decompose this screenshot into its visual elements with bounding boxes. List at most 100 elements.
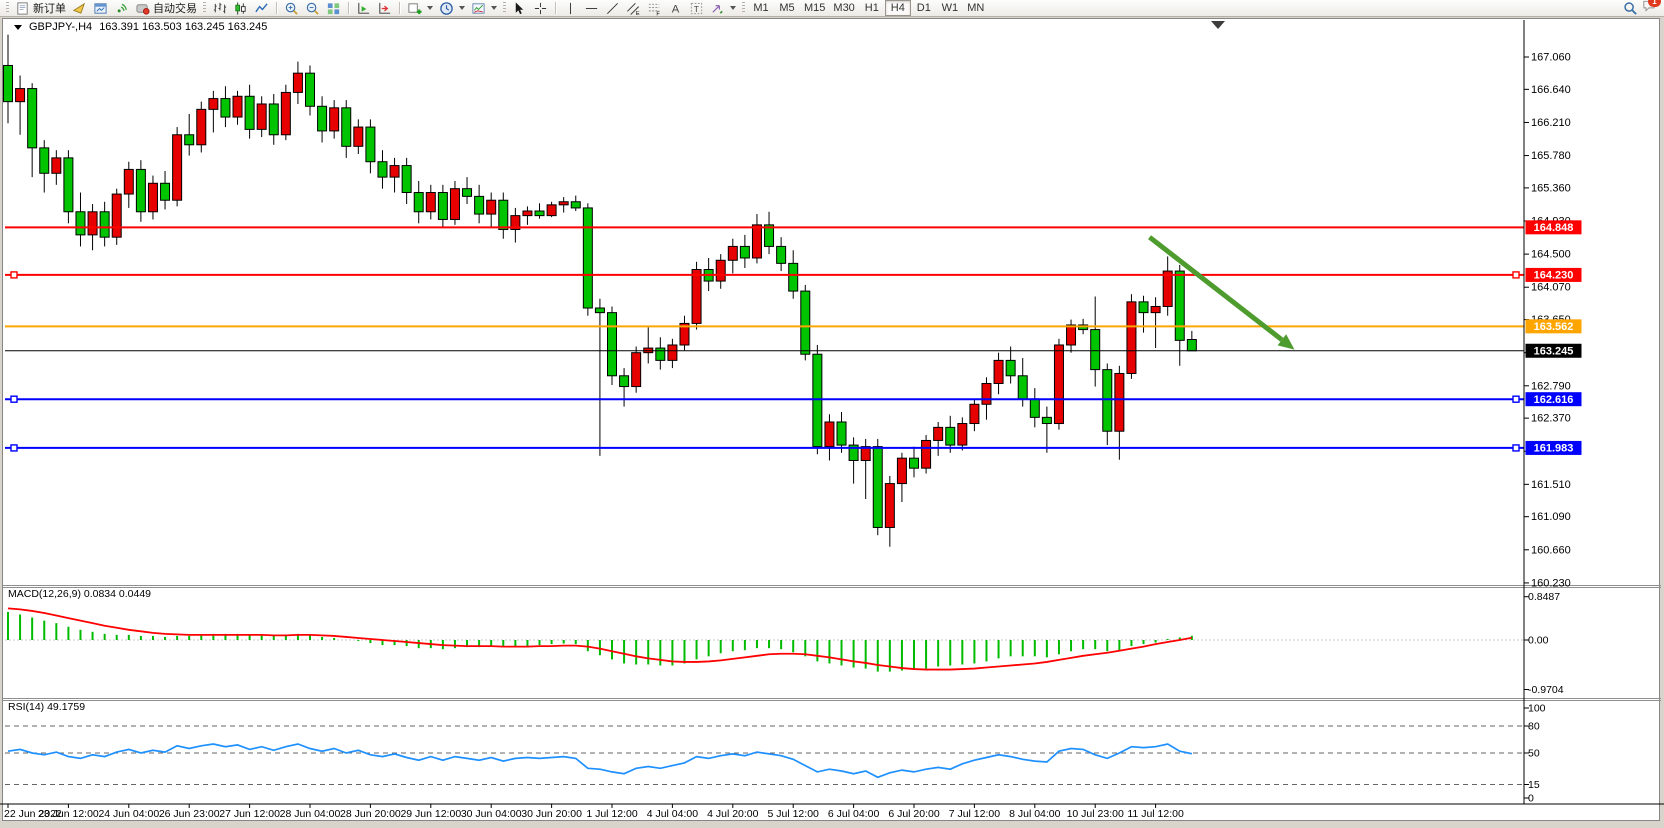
timeframe-M30[interactable]: M30 bbox=[829, 0, 858, 16]
search-button[interactable] bbox=[1620, 0, 1641, 16]
periods-button[interactable] bbox=[436, 0, 468, 16]
timeframe-toolbar: M1 M5 M15 M30 H1 H4 D1 W1 MN bbox=[748, 0, 989, 16]
navigator-icon bbox=[72, 2, 86, 14]
candle bbox=[256, 103, 267, 130]
candle bbox=[884, 483, 895, 528]
svg-text:15: 15 bbox=[1528, 779, 1540, 791]
timeframe-W1[interactable]: W1 bbox=[937, 0, 963, 16]
line-handle[interactable] bbox=[10, 271, 18, 279]
dropdown-caret-icon bbox=[491, 6, 497, 10]
svg-text:161.090: 161.090 bbox=[1531, 511, 1571, 523]
dropdown-caret-icon bbox=[459, 6, 465, 10]
cursor-button[interactable] bbox=[509, 0, 530, 16]
svg-text:28 Jun 04:00: 28 Jun 04:00 bbox=[280, 808, 341, 820]
fibonacci-icon: F bbox=[648, 3, 660, 16]
chart-shift-marker[interactable] bbox=[1211, 21, 1225, 29]
text-button[interactable]: A bbox=[665, 0, 686, 16]
line-handle[interactable] bbox=[1512, 395, 1520, 403]
horizontal-line-button[interactable] bbox=[581, 0, 602, 16]
price-axis-badge: 164.848 bbox=[1525, 220, 1582, 235]
svg-text:26 Jun 23:00: 26 Jun 23:00 bbox=[159, 808, 220, 820]
trendline-button[interactable] bbox=[602, 0, 623, 16]
candle bbox=[147, 182, 158, 213]
line-handle[interactable] bbox=[1512, 271, 1520, 279]
market-watch-button[interactable] bbox=[90, 0, 111, 16]
candle bbox=[63, 157, 74, 213]
line-handle[interactable] bbox=[1512, 444, 1520, 452]
candle bbox=[1162, 270, 1173, 307]
timeframe-H1[interactable]: H1 bbox=[859, 0, 885, 16]
candle bbox=[655, 347, 666, 361]
macd-indicator-label: MACD(12,26,9) 0.0834 0.0449 bbox=[8, 588, 152, 600]
candle bbox=[389, 165, 400, 178]
candle bbox=[1102, 369, 1113, 432]
main-toolbar: 新订单 自动交易 bbox=[0, 0, 1664, 17]
svg-text:29 Jun 12:00: 29 Jun 12:00 bbox=[400, 808, 461, 820]
candle bbox=[1029, 398, 1040, 418]
trend-arrow-head[interactable] bbox=[1277, 334, 1295, 350]
toolbar-grip[interactable] bbox=[503, 2, 506, 14]
tile-windows-button[interactable] bbox=[323, 0, 344, 16]
candle bbox=[15, 88, 26, 103]
crosshair-button[interactable] bbox=[530, 0, 551, 16]
dropdown-caret-icon bbox=[730, 6, 736, 10]
candle bbox=[1005, 359, 1016, 377]
autotrading-button[interactable]: 自动交易 bbox=[132, 0, 200, 16]
bar-chart-icon bbox=[213, 2, 227, 13]
trend-arrow[interactable] bbox=[1148, 235, 1284, 342]
timeframe-M15[interactable]: M15 bbox=[800, 0, 829, 16]
templates-button[interactable] bbox=[468, 0, 500, 16]
timeframe-H4[interactable]: H4 bbox=[884, 0, 911, 16]
candle bbox=[715, 259, 726, 282]
arrows-button[interactable] bbox=[707, 0, 739, 16]
svg-text:5 Jul 12:00: 5 Jul 12:00 bbox=[768, 808, 820, 820]
zoom-out-button[interactable] bbox=[302, 0, 323, 16]
timeframe-M1[interactable]: M1 bbox=[748, 0, 774, 16]
candle bbox=[1090, 329, 1101, 371]
timeframe-D1[interactable]: D1 bbox=[911, 0, 937, 16]
chart-candles-button[interactable] bbox=[230, 0, 251, 16]
candle bbox=[292, 72, 303, 93]
zoom-in-button[interactable] bbox=[281, 0, 302, 16]
equidistant-channel-button[interactable]: E bbox=[623, 0, 644, 16]
svg-text:163.562: 163.562 bbox=[1534, 321, 1574, 333]
timeframe-MN[interactable]: MN bbox=[963, 0, 989, 16]
text-label-button[interactable]: T bbox=[686, 0, 707, 16]
toolbar-grip[interactable] bbox=[742, 2, 745, 14]
svg-text:4 Jul 04:00: 4 Jul 04:00 bbox=[647, 808, 699, 820]
candle bbox=[3, 64, 13, 103]
candle bbox=[691, 269, 702, 324]
vertical-line-button[interactable] bbox=[560, 0, 581, 16]
svg-text:164.230: 164.230 bbox=[1534, 270, 1574, 282]
navigator-button[interactable] bbox=[69, 0, 90, 16]
svg-text:E: E bbox=[636, 11, 640, 16]
toolbar-grip[interactable] bbox=[203, 2, 206, 14]
auto-scroll-button[interactable] bbox=[374, 0, 395, 16]
new-order-button[interactable]: 新订单 bbox=[12, 0, 69, 16]
chart-bars-button[interactable] bbox=[209, 0, 230, 16]
candle bbox=[788, 262, 799, 292]
line-handle[interactable] bbox=[10, 395, 18, 403]
svg-text:162.790: 162.790 bbox=[1531, 380, 1571, 392]
line-handle[interactable] bbox=[10, 444, 18, 452]
candle bbox=[933, 426, 944, 441]
notifications-button[interactable]: 1 bbox=[1641, 0, 1661, 18]
signals-button[interactable] bbox=[111, 0, 132, 16]
chart-line-button[interactable] bbox=[251, 0, 272, 16]
toolbar-grip[interactable] bbox=[6, 2, 9, 14]
timeframe-M5[interactable]: M5 bbox=[774, 0, 800, 16]
candle bbox=[365, 126, 376, 163]
arrows-icon bbox=[712, 4, 723, 14]
toolbar-separator bbox=[348, 2, 349, 14]
candle bbox=[546, 204, 557, 217]
symbol-dropdown-icon[interactable] bbox=[14, 24, 22, 30]
fibonacci-button[interactable]: F bbox=[644, 0, 665, 16]
market-watch-icon bbox=[94, 2, 107, 14]
zoom-out-icon bbox=[306, 2, 319, 15]
candle bbox=[1053, 344, 1064, 425]
candle bbox=[135, 168, 146, 213]
chart-shift-button[interactable] bbox=[353, 0, 374, 16]
indicators-button[interactable] bbox=[404, 0, 436, 16]
